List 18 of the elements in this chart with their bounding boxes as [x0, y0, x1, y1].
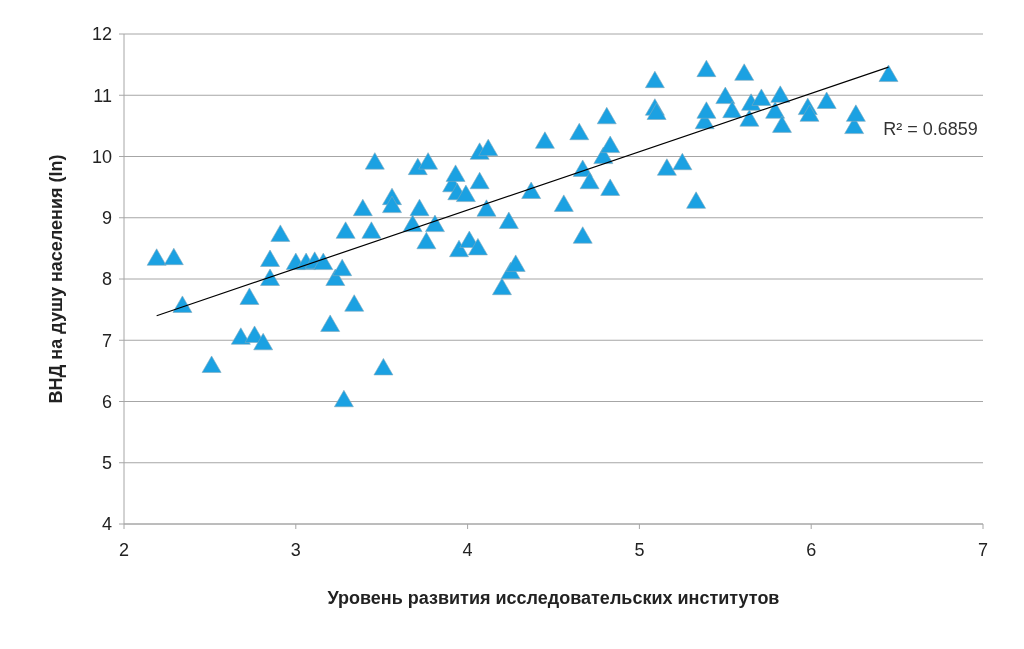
y-tick-label: 12: [91, 24, 112, 45]
y-tick-label: 8: [101, 269, 112, 290]
x-tick-label: 3: [290, 540, 301, 560]
y-tick-label: 4: [101, 514, 112, 535]
y-tick-label: 10: [91, 146, 112, 167]
x-tick-label: 7: [977, 540, 989, 560]
x-tick-label: 6: [806, 540, 817, 560]
y-tick-label: 6: [101, 391, 112, 412]
y-tick-label: 9: [101, 208, 112, 229]
x-tick-label: 4: [462, 540, 473, 560]
x-tick-label: 2: [118, 540, 130, 560]
y-axis-title: ВНД на душу населения (ln): [46, 154, 66, 404]
annotation: R² = 0.6859: [883, 119, 978, 140]
x-axis-title: Уровень развития исследовательских институтов: [327, 588, 780, 608]
y-tick-label: 5: [101, 453, 112, 474]
y-tick-label: 11: [93, 85, 112, 106]
y-tick-label: 7: [101, 330, 112, 351]
x-tick-label: 5: [634, 540, 645, 560]
